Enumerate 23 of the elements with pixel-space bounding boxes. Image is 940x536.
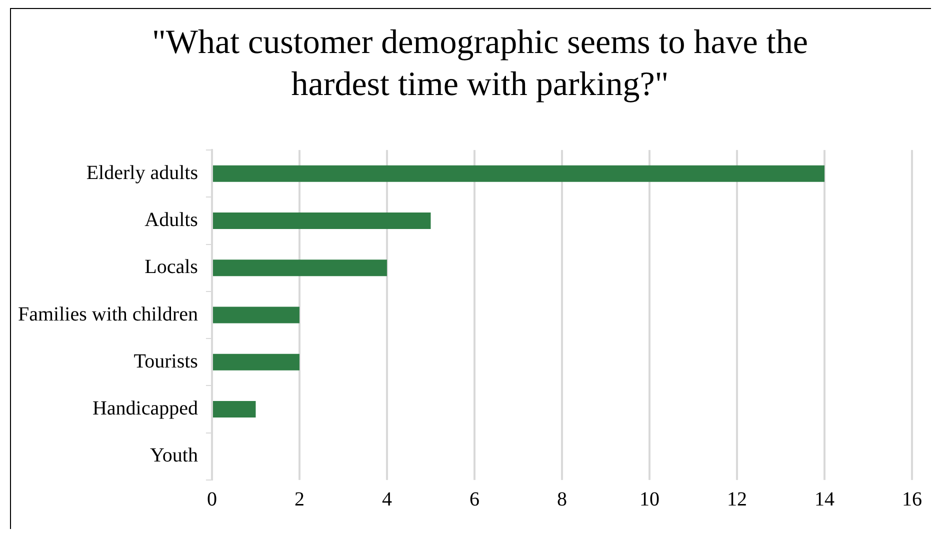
y-tick-label: Families with children: [18, 303, 198, 326]
x-tick-label: 10: [639, 488, 660, 510]
y-tick-label: Adults: [144, 208, 198, 231]
y-tick-label: Youth: [150, 444, 198, 467]
y-tick-label: Handicapped: [92, 398, 198, 420]
bar: [212, 401, 256, 418]
x-tick-label: 6: [469, 488, 480, 510]
y-tick-label: Tourists: [134, 350, 198, 372]
chart-title: "What customer demographic seems to have the hardest time with parking?": [151, 23, 809, 105]
bar: [212, 260, 387, 276]
bar: [212, 306, 300, 324]
x-tick-label: 12: [726, 488, 747, 510]
x-tick-label: 2: [294, 488, 304, 510]
bar: [212, 354, 300, 370]
y-tick-label: Elderly adults: [86, 162, 198, 184]
x-tick-label: 0: [206, 488, 217, 510]
y-tick-label: Locals: [144, 256, 198, 278]
x-tick-label: 14: [814, 488, 834, 510]
x-tick-label: 8: [556, 488, 567, 510]
x-tick-label: 4: [382, 488, 392, 510]
bar: [212, 212, 431, 229]
bar: [212, 165, 824, 182]
x-tick-label: 16: [902, 488, 922, 510]
